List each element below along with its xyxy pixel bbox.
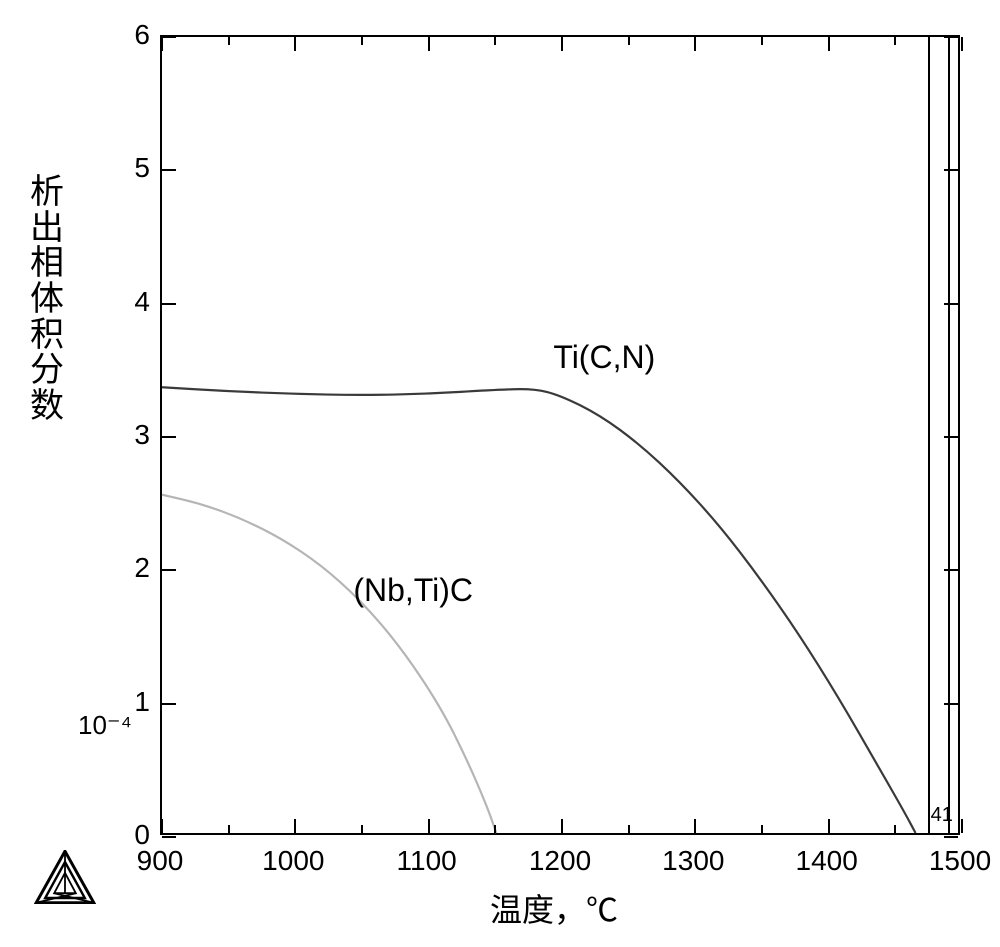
- y-tick: [162, 436, 176, 438]
- y-tick-label: 0: [120, 819, 150, 851]
- x-tick-label: 1300: [662, 845, 724, 877]
- series-(Nb,Ti)C: [162, 495, 496, 833]
- x-axis-label: 温度，℃: [490, 885, 618, 931]
- x-tick-top: [828, 37, 830, 51]
- extra-vline: [948, 37, 950, 833]
- plot-area: [160, 35, 960, 835]
- x-tick-label: 1100: [397, 845, 457, 877]
- x-minor-tick: [761, 825, 763, 833]
- triangle-logo-icon: [34, 850, 96, 904]
- y-tick: [162, 36, 176, 38]
- x-tick: [828, 819, 830, 833]
- x-minor-tick-top: [494, 37, 496, 45]
- y-axis-label: 析出相体积分数: [30, 175, 64, 425]
- chart-root: 析出相体积分数 10⁻⁴ 温度，℃ 41 9001000110012001300…: [0, 0, 1000, 947]
- x-tick-top: [961, 37, 963, 51]
- x-tick-label: 1200: [529, 845, 591, 877]
- y-tick-right: [944, 36, 958, 38]
- x-tick-label: 1400: [796, 845, 858, 877]
- y-tick-right: [944, 303, 958, 305]
- y-tick: [162, 836, 176, 838]
- extra-vline: [928, 37, 930, 833]
- series-Ti(C,N): [162, 387, 916, 833]
- x-tick-top: [428, 37, 430, 51]
- y-tick-label: 2: [120, 552, 150, 584]
- x-minor-tick: [228, 825, 230, 833]
- y-tick-label: 3: [120, 419, 150, 451]
- x-minor-tick-top: [894, 37, 896, 45]
- y-tick-label: 5: [120, 152, 150, 184]
- y-tick-right: [944, 436, 958, 438]
- x-tick: [428, 819, 430, 833]
- x-tick: [561, 819, 563, 833]
- x-tick-top: [161, 37, 163, 51]
- x-tick-label: 1500: [929, 845, 991, 877]
- x-minor-tick: [361, 825, 363, 833]
- y-tick-right: [944, 703, 958, 705]
- y-tick-right: [944, 836, 958, 838]
- y-tick-right: [944, 569, 958, 571]
- series-label-(Nb,Ti)C: (Nb,Ti)C: [353, 572, 473, 609]
- x-tick-label: 1000: [262, 845, 324, 877]
- y-tick: [162, 169, 176, 171]
- x-minor-tick: [894, 825, 896, 833]
- y-tick: [162, 303, 176, 305]
- series-label-Ti(C,N): Ti(C,N): [553, 339, 655, 376]
- y-tick: [162, 569, 176, 571]
- curves-svg: [162, 37, 958, 833]
- x-minor-tick-top: [361, 37, 363, 45]
- y-tick-label: 1: [120, 686, 150, 718]
- y-tick-right: [944, 169, 958, 171]
- x-tick-top: [294, 37, 296, 51]
- x-minor-tick-top: [628, 37, 630, 45]
- x-tick: [694, 819, 696, 833]
- y-tick-label: 6: [120, 19, 150, 51]
- x-tick: [961, 819, 963, 833]
- x-minor-tick: [494, 825, 496, 833]
- x-tick-top: [561, 37, 563, 51]
- x-minor-tick-top: [761, 37, 763, 45]
- small-annotation: 41: [931, 804, 953, 827]
- x-minor-tick: [628, 825, 630, 833]
- x-minor-tick-top: [228, 37, 230, 45]
- x-tick-top: [694, 37, 696, 51]
- x-tick: [161, 819, 163, 833]
- x-tick: [294, 819, 296, 833]
- y-tick-label: 4: [120, 286, 150, 318]
- y-tick: [162, 703, 176, 705]
